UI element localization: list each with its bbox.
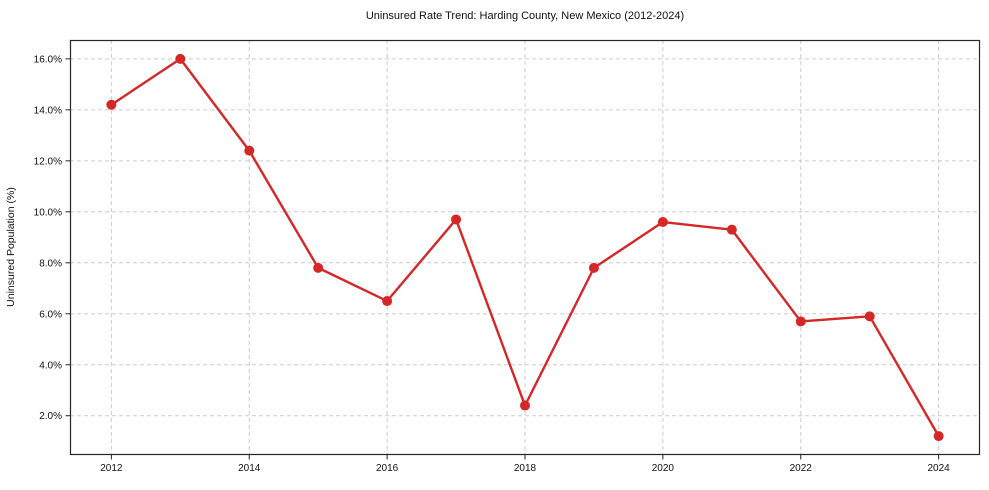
plot-spines xyxy=(69,39,981,456)
y-tick-label: 2.0% xyxy=(39,411,62,422)
x-tick-label: 2022 xyxy=(790,463,813,474)
data-point-2012 xyxy=(106,99,117,110)
data-point-2018 xyxy=(520,400,530,411)
trend-line-series xyxy=(106,53,944,442)
data-point-2024 xyxy=(933,431,944,442)
data-point-2019 xyxy=(588,262,599,273)
y-tick-label: 6.0% xyxy=(39,309,62,320)
x-tick-label: 2020 xyxy=(652,463,675,474)
grid-layer xyxy=(70,40,980,455)
data-point-2020 xyxy=(657,217,668,228)
data-point-2021 xyxy=(726,224,737,235)
chart-title: Uninsured Rate Trend: Harding County, Ne… xyxy=(366,10,684,22)
data-point-2022 xyxy=(795,316,806,327)
data-point-2016 xyxy=(382,296,393,307)
data-point-2017 xyxy=(451,214,462,225)
x-tick-label: 2024 xyxy=(928,463,951,474)
y-axis-label: Uninsured Population (%) xyxy=(5,187,17,307)
y-tick-label: 10.0% xyxy=(34,207,62,218)
x-tick-label: 2016 xyxy=(376,463,399,474)
x-tick-label: 2012 xyxy=(100,463,123,474)
data-point-2014 xyxy=(244,145,255,156)
data-point-2013 xyxy=(175,53,186,64)
y-tick-label: 4.0% xyxy=(39,360,62,371)
data-point-2023 xyxy=(864,311,875,322)
y-tick-label: 12.0% xyxy=(34,156,62,167)
y-tick-label: 8.0% xyxy=(39,258,62,269)
x-tick-label: 2018 xyxy=(514,463,537,474)
y-tick-label: 14.0% xyxy=(34,105,62,116)
x-tick-label: 2014 xyxy=(238,463,261,474)
y-tick-label: 16.0% xyxy=(34,54,62,65)
data-point-2015 xyxy=(313,262,324,273)
axis-layer: 2012 2014 2016 2018 2020 2022 2024 2.0% 4.0% 6.0%… xyxy=(34,39,981,474)
